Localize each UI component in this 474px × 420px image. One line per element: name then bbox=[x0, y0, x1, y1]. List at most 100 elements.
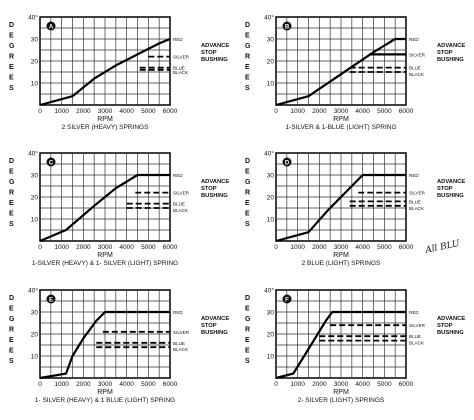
panel-badge-icon bbox=[282, 294, 292, 304]
x-tick-label: 5000 bbox=[377, 244, 392, 251]
x-tick-label: 2000 bbox=[312, 381, 327, 388]
y-tick-label: 40° bbox=[264, 287, 274, 295]
x-tick-label: 3000 bbox=[98, 244, 113, 251]
chart-panel-f: 0 1000 2000 3000 4000 5000 6000 10 20 30 40° RPM D E G… bbox=[245, 287, 465, 405]
x-tick-label: 0 bbox=[38, 244, 42, 251]
y-tick-label: 30 bbox=[267, 37, 275, 44]
x-tick-label: 6000 bbox=[163, 381, 178, 388]
series-label-red: RED bbox=[409, 37, 419, 42]
series-label-silver: SILVER bbox=[409, 191, 426, 196]
y-tick-label: 40° bbox=[264, 14, 274, 22]
handwritten-note: All BLU bbox=[424, 239, 462, 256]
x-tick-label: 3000 bbox=[98, 381, 113, 388]
x-tick-label: 6000 bbox=[399, 381, 414, 388]
y-tick-label: 20 bbox=[267, 332, 275, 339]
x-tick-label: 1000 bbox=[54, 244, 69, 251]
x-tick-label: 6000 bbox=[163, 108, 178, 115]
chart-panel-e: 0 1000 2000 3000 4000 5000 6000 10 20 30 40° RPM D E G… bbox=[9, 287, 229, 405]
y-tick-label: 20 bbox=[31, 332, 39, 339]
x-tick-label: 5000 bbox=[141, 244, 156, 251]
x-tick-label: 0 bbox=[274, 244, 278, 251]
x-tick-label: 1000 bbox=[290, 108, 305, 115]
x-tick-label: 6000 bbox=[163, 244, 178, 251]
x-tick-label: 3000 bbox=[98, 108, 113, 115]
series-label-blue: BLUE bbox=[173, 202, 185, 207]
x-tick-label: 3000 bbox=[334, 108, 349, 115]
advance-stop-bushing-label: STOP bbox=[437, 323, 453, 329]
advance-stop-bushing-label: ADVANCE bbox=[437, 43, 465, 49]
series-label-red: RED bbox=[409, 310, 419, 315]
x-axis-title: RPM bbox=[333, 116, 349, 123]
series-label-black: BLACK bbox=[409, 341, 425, 346]
series-line-red bbox=[275, 37, 406, 107]
y-tick-label: 20 bbox=[31, 59, 39, 66]
series-line-red bbox=[275, 310, 406, 380]
y-tick-label: 40° bbox=[28, 150, 38, 158]
panel-badge-letter: C bbox=[49, 160, 54, 166]
x-tick-label: 4000 bbox=[119, 244, 134, 251]
advance-stop-bushing-label: BUSHING bbox=[201, 193, 228, 199]
series-label-silver: SILVER bbox=[409, 52, 426, 57]
series-label-red: RED bbox=[173, 37, 183, 42]
advance-stop-bushing-label: ADVANCE bbox=[201, 43, 229, 49]
y-tick-label: 10 bbox=[267, 217, 275, 224]
y-tick-label: 10 bbox=[31, 354, 39, 361]
x-axis-title: RPM bbox=[97, 252, 113, 259]
chart-panel-c: 0 1000 2000 3000 4000 5000 6000 10 20 30 40° RPM D E G… bbox=[9, 150, 229, 268]
series-line-red bbox=[39, 37, 171, 107]
x-tick-label: 5000 bbox=[377, 108, 392, 115]
x-tick-label: 2000 bbox=[312, 108, 327, 115]
x-axis-title: RPM bbox=[97, 389, 113, 396]
panel-badge-letter: B bbox=[285, 24, 290, 30]
x-tick-label: 1000 bbox=[290, 381, 305, 388]
y-tick-label: 20 bbox=[267, 59, 275, 66]
y-tick-label: 30 bbox=[31, 310, 39, 317]
series-label-blue: BLUE bbox=[409, 66, 421, 71]
advance-stop-bushing-label: BUSHING bbox=[201, 330, 228, 336]
y-tick-label: 30 bbox=[267, 173, 275, 180]
y-tick-label: 40° bbox=[28, 287, 38, 295]
x-tick-label: 3000 bbox=[334, 381, 349, 388]
chart-caption: 1-SILVER (HEAVY) & 1- SILVER (LIGHT) SPR… bbox=[32, 260, 178, 267]
series-label-silver: SILVER bbox=[173, 55, 190, 60]
series-label-red: RED bbox=[409, 173, 419, 178]
x-tick-label: 0 bbox=[274, 381, 278, 388]
chart-caption: 1- SILVER (HEAVY) & 1 BLUE (LIGHT) SPRIN… bbox=[35, 397, 175, 404]
panel-badge-icon bbox=[46, 21, 56, 31]
series-line-red bbox=[39, 310, 170, 380]
x-axis-title: RPM bbox=[333, 389, 349, 396]
x-tick-label: 5000 bbox=[141, 381, 156, 388]
series-label-silver: SILVER bbox=[173, 191, 190, 196]
chart-panel-d: 0 1000 2000 3000 4000 5000 6000 10 20 30 40° RPM D E G… bbox=[245, 150, 465, 268]
x-tick-label: 4000 bbox=[119, 381, 134, 388]
x-tick-label: 6000 bbox=[399, 108, 414, 115]
series-label-silver: SILVER bbox=[173, 330, 190, 335]
x-tick-label: 1000 bbox=[290, 244, 305, 251]
x-tick-label: 6000 bbox=[399, 244, 414, 251]
x-tick-label: 4000 bbox=[355, 108, 370, 115]
panel-badge-letter: A bbox=[49, 24, 54, 30]
x-tick-label: 2000 bbox=[76, 244, 91, 251]
x-tick-label: 1000 bbox=[54, 108, 69, 115]
advance-stop-bushing-label: STOP bbox=[437, 186, 453, 192]
y-tick-label: 10 bbox=[267, 81, 275, 88]
series-label-black: BLACK bbox=[173, 70, 189, 75]
advance-stop-bushing-label: ADVANCE bbox=[437, 316, 465, 322]
series-label-black: BLACK bbox=[409, 206, 425, 211]
series-label-black: BLACK bbox=[173, 347, 189, 352]
chart-caption: 2 BLUE (LIGHT) SPRINGS bbox=[302, 260, 381, 267]
advance-stop-bushing-label: BUSHING bbox=[437, 57, 464, 63]
panel-badge-icon bbox=[46, 294, 56, 304]
panel-badge-icon bbox=[282, 21, 292, 31]
chart-panel-b: 0 1000 2000 3000 4000 5000 6000 10 20 30 40° RPM D E G… bbox=[245, 14, 465, 132]
advance-stop-bushing-label: STOP bbox=[201, 323, 217, 329]
x-tick-label: 4000 bbox=[355, 244, 370, 251]
y-tick-label: 20 bbox=[31, 195, 39, 202]
x-tick-label: 0 bbox=[38, 108, 42, 115]
x-tick-label: 2000 bbox=[76, 381, 91, 388]
x-tick-label: 0 bbox=[38, 381, 42, 388]
